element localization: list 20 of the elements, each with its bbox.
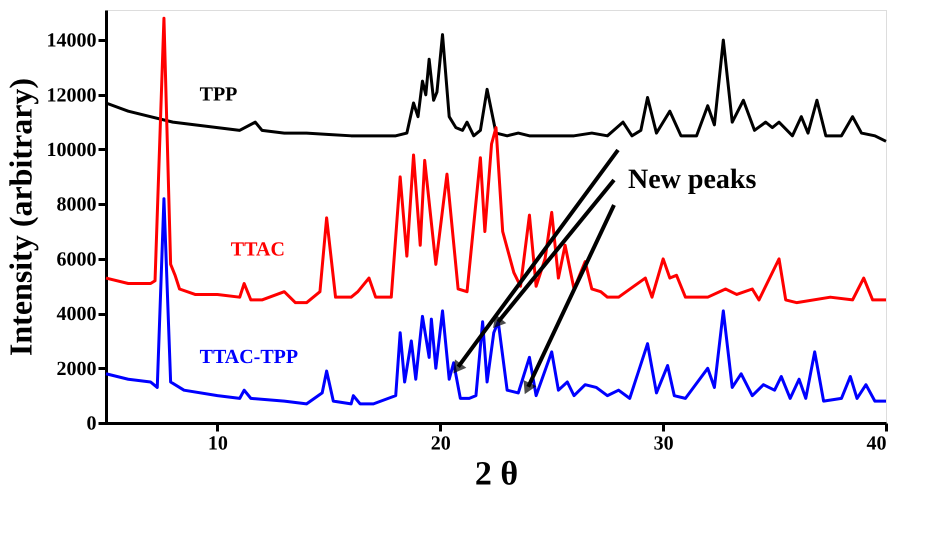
annotation: New peaks	[628, 164, 756, 195]
line-series	[104, 16, 888, 304]
y-tick-label: 4000	[56, 303, 96, 326]
y-tick-label: 6000	[56, 248, 96, 270]
x-axis-title: 2 θ	[474, 456, 518, 492]
y-tick-label: 0	[86, 412, 96, 434]
y-tick-label: 8000	[56, 194, 96, 216]
series-label: TPP	[200, 84, 238, 106]
line-series	[104, 197, 888, 406]
y-tick-label: 12000	[46, 84, 96, 106]
y-tick-label: 14000	[46, 30, 96, 52]
y-axis-title: Intensity (arbitrary)	[2, 78, 38, 356]
series-label: TTAC	[230, 238, 285, 261]
y-tick-label: 2000	[56, 358, 96, 380]
x-tick-label: 20	[430, 432, 451, 454]
x-tick-label: 30	[654, 432, 674, 454]
y-tick-label: 10000	[46, 138, 96, 161]
series-label: TTAC-TPP	[200, 346, 298, 368]
x-tick-label: 10	[208, 432, 228, 454]
x-tick-label: 40	[866, 432, 886, 454]
